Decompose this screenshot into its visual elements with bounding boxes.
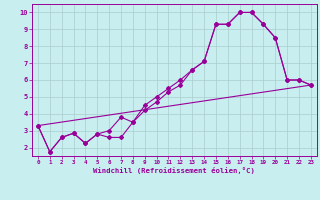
X-axis label: Windchill (Refroidissement éolien,°C): Windchill (Refroidissement éolien,°C) bbox=[93, 167, 255, 174]
